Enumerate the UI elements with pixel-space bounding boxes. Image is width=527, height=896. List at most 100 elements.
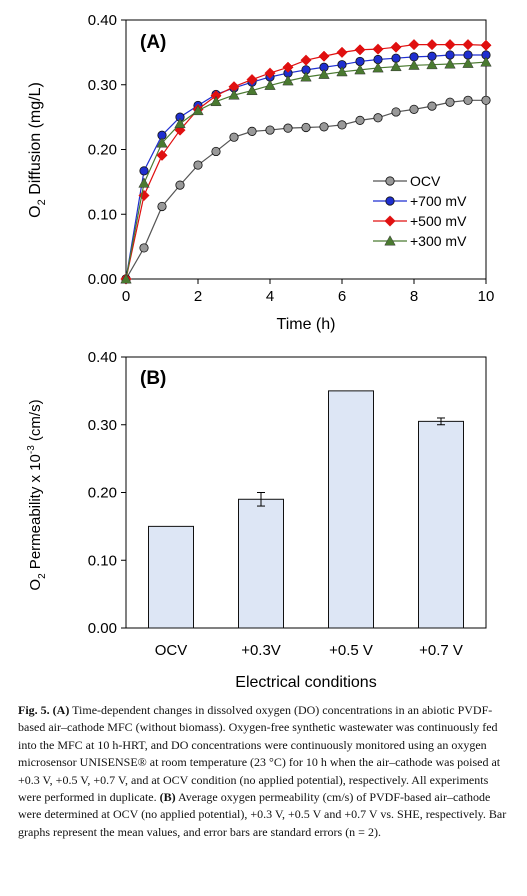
legend-marker [384,215,396,227]
x-tick-label: 4 [266,288,274,305]
data-point [139,166,149,176]
data-point [300,71,312,82]
data-point [283,123,293,133]
data-point [265,125,275,135]
data-point [354,64,366,75]
data-point [301,122,311,133]
data-point [264,79,276,90]
data-point [264,67,276,79]
data-point [409,104,419,114]
chart-b: (B) 0.00 0.10 0.20 0.30 0.40 OCV +0.3V +0.5 V +… [26,349,487,691]
data-point [247,126,257,136]
data-point [318,68,330,79]
data-point [481,95,491,105]
data-point [319,122,329,132]
panel-label: (A) [140,32,166,53]
y-tick-label: 0.10 [88,552,117,569]
data-point [355,115,365,125]
data-point [192,104,204,116]
data-point [174,117,186,129]
data-point [175,180,185,190]
data-point [282,75,294,86]
error-bar [437,417,445,426]
data-point [156,137,168,148]
data-point [337,120,347,130]
legend-label: +700 mV [410,193,467,209]
x-tick-label: 2 [194,288,202,305]
y-tick-label: 0.40 [88,12,117,29]
y-axis-label: O2 Diffusion (mg/L) [27,82,48,218]
bar [148,525,194,629]
legend-marker [385,196,395,206]
data-point [390,41,402,53]
series-3 [120,56,492,284]
data-point [246,84,258,96]
data-point [354,44,366,56]
data-point [229,132,239,142]
data-point [408,59,420,70]
category-label: OCV [155,642,188,659]
data-point [228,89,240,100]
series-2 [120,39,492,285]
legend-marker [385,176,395,186]
legend-marker [384,235,396,246]
bar [328,390,374,629]
data-point [462,57,474,68]
y-tick-label: 0.30 [88,417,117,434]
data-point [300,54,312,66]
x-axis-label: Electrical conditions [235,674,376,691]
panel-label: (B) [140,368,166,389]
y-tick-label: 0.00 [88,271,117,288]
caption-part-b-text: Average oxygen permeability (cm/s) of PV… [18,790,507,839]
y-tick-label: 0.30 [88,77,117,94]
caption-part-a-label: (A) [52,703,70,717]
x-tick-label: 0 [122,288,130,305]
data-point [336,46,348,58]
y-tick-label: 0.20 [88,142,117,159]
data-point [426,58,438,70]
legend-label: +300 mV [410,233,467,249]
data-point [390,60,402,72]
category-label: +0.5 V [329,642,373,659]
caption-part-b-label: (B) [159,790,176,805]
legend-label: OCV [410,173,441,189]
data-point [318,50,330,62]
data-point [193,160,203,170]
x-tick-label: 10 [478,288,495,305]
data-point [444,39,456,51]
data-point [463,95,473,105]
data-point [139,243,149,253]
x-axis-label: Time (h) [277,316,336,333]
data-point [480,56,492,67]
data-point [138,177,150,188]
figure-caption: Fig. 5. (A) Time-dependent changes in di… [18,702,508,841]
data-point [408,39,420,51]
bar [238,498,284,629]
data-point [282,61,294,73]
category-label: +0.3V [241,642,281,659]
error-bar [257,492,265,507]
category-label: +0.7 V [419,642,463,659]
legend: OCV +700 mV +500 mV +300 mV [373,173,467,249]
y-axis-label: O2 Permeability x 10-3 (cm/s) [26,399,48,590]
data-point [427,101,437,111]
data-point [480,39,492,51]
data-point [462,39,474,51]
data-point [444,58,456,69]
legend-label: +500 mV [410,213,467,229]
caption-part-a-text: Time-dependent changes in dissolved oxyg… [18,703,501,805]
data-point [373,113,383,123]
data-point [211,146,221,157]
data-point [445,50,455,60]
data-point [210,95,222,107]
y-tick-label: 0.10 [88,206,117,223]
x-tick-label: 6 [338,288,346,305]
data-point [426,39,438,51]
bar [418,420,464,629]
data-point [336,66,348,77]
y-tick-label: 0.00 [88,620,117,637]
x-tick-label: 8 [410,288,418,305]
data-point [391,107,401,117]
chart-a: (A) 0.00 0.10 0.20 0.30 0.40 0 2 4 6 8 10 OCV +700… [27,12,495,333]
y-tick-label: 0.20 [88,485,117,502]
